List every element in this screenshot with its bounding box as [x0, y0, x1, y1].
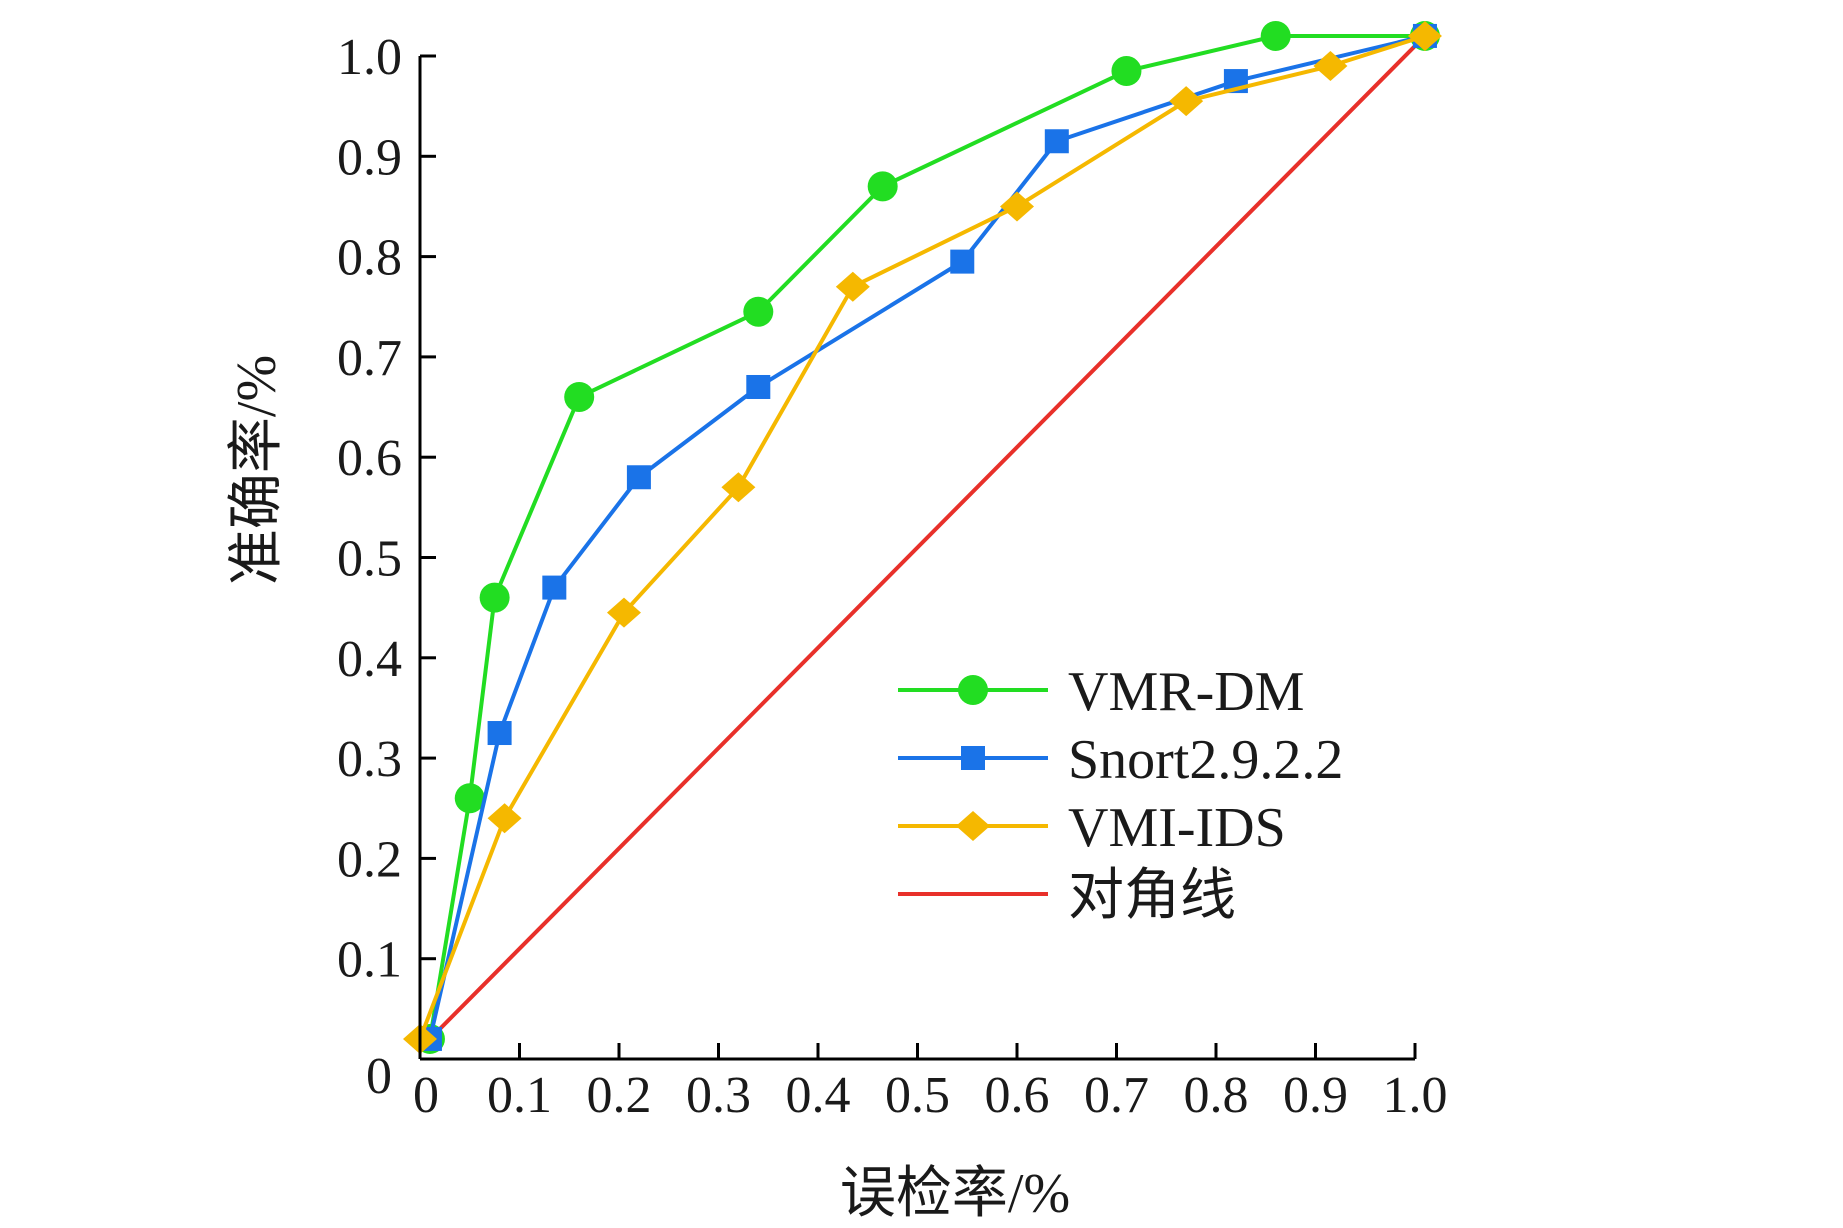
- x-tick-label: 0.6: [985, 1067, 1050, 1124]
- legend-marker: [956, 811, 990, 841]
- data-point: [479, 582, 510, 613]
- data-point: [746, 374, 771, 399]
- x-axis-title: 误检率/%: [840, 1163, 1070, 1225]
- ticks: 0 0.1 0.2 0.3 0.4 0.5 0.6 0.7 0.8 0.9 1.0 0 0.1 0.2 0.…: [337, 29, 1448, 1124]
- data-point: [1313, 51, 1348, 82]
- series-layer: [403, 20, 1442, 1054]
- series-3: [428, 34, 1427, 1041]
- y-tick-label: 0.8: [337, 230, 402, 287]
- y-tick-label: 0.1: [337, 932, 402, 989]
- y-axis-title: 准确率/%: [226, 355, 288, 585]
- data-point: [1000, 191, 1034, 222]
- data-point: [1407, 20, 1442, 51]
- data-point: [867, 171, 898, 202]
- data-point: [950, 249, 975, 274]
- y-tick-label: 0: [366, 1048, 392, 1105]
- legend-marker: [961, 746, 985, 770]
- y-tick-label: 0.4: [337, 631, 402, 688]
- y-tick-label: 0.7: [337, 330, 402, 387]
- y-tick-label: 0.2: [337, 831, 402, 888]
- data-point: [606, 597, 641, 628]
- data-point: [1169, 86, 1204, 117]
- x-tick-label: 0.3: [686, 1067, 751, 1124]
- data-point: [487, 803, 522, 834]
- axes: [418, 56, 1415, 1061]
- legend-entry: 对角线: [898, 865, 1236, 927]
- x-tick-label: 0.8: [1184, 1067, 1249, 1124]
- data-point: [487, 721, 512, 746]
- data-point: [1111, 56, 1142, 87]
- legend-entry: VMI-IDS: [898, 797, 1286, 859]
- legend-label: VMI-IDS: [1068, 797, 1286, 859]
- series-0: [414, 20, 1440, 1054]
- x-tick-label: 0.5: [885, 1067, 950, 1124]
- legend-entry: VMR-DM: [898, 661, 1304, 723]
- data-point: [564, 382, 595, 413]
- x-tick-label: 0.1: [487, 1067, 552, 1124]
- legend-label: Snort2.9.2.2: [1068, 729, 1343, 791]
- data-point: [626, 465, 651, 490]
- data-point: [721, 472, 756, 503]
- y-tick-label: 1.0: [337, 29, 402, 86]
- data-point: [454, 783, 485, 814]
- data-point: [1260, 20, 1291, 51]
- series-2: [403, 20, 1442, 1054]
- y-tick-label: 0.3: [337, 731, 402, 788]
- legend-marker: [958, 675, 988, 705]
- legend-entry: Snort2.9.2.2: [898, 729, 1343, 791]
- x-tick-label: 1.0: [1383, 1067, 1448, 1124]
- legend-label: VMR-DM: [1068, 661, 1304, 723]
- y-tick-label: 0.9: [337, 129, 402, 186]
- data-point: [542, 575, 567, 600]
- series-line: [428, 34, 1427, 1041]
- x-tick-label: 0.2: [587, 1067, 652, 1124]
- y-tick-label: 0.6: [337, 430, 402, 487]
- data-point: [835, 271, 870, 302]
- data-point: [1044, 129, 1069, 154]
- data-point: [743, 296, 774, 327]
- x-tick-label: 0: [413, 1067, 439, 1124]
- y-tick-label: 0.5: [337, 531, 402, 588]
- legend-label: 对角线: [1068, 865, 1236, 927]
- x-tick-label: 0.7: [1084, 1067, 1149, 1124]
- x-tick-label: 0.9: [1283, 1067, 1348, 1124]
- x-tick-label: 0.4: [786, 1067, 851, 1124]
